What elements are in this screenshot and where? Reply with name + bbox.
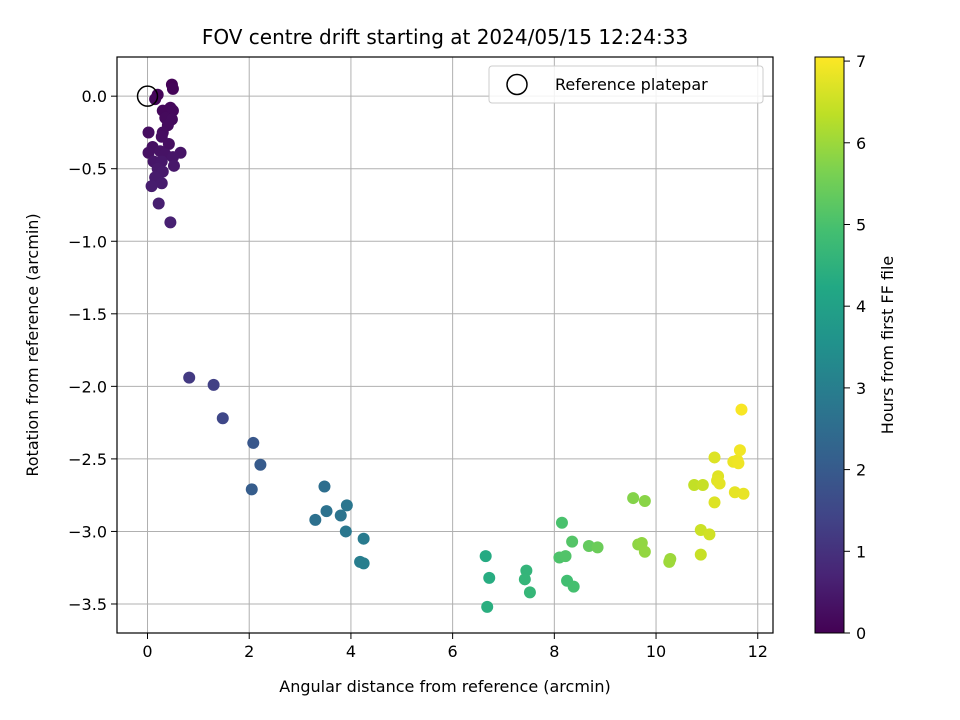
y-axis: 0.0 −0.5 −1.0 −1.5 −2.0 −2.5 −3.0 −3.5 [68,87,117,614]
data-point [559,550,572,563]
colorbar-tick-label: 1 [856,542,866,561]
y-tick-label: −2.5 [68,450,107,469]
chart-title: FOV centre drift starting at 2024/05/15 … [202,25,688,49]
x-tick-label: 8 [549,642,559,661]
data-point [481,600,494,613]
colorbar-tick-label: 3 [856,379,866,398]
data-point [216,412,229,425]
data-point [166,82,179,95]
data-point [309,513,322,526]
data-point [167,159,180,172]
data-point [145,180,158,193]
legend-marker [506,73,528,96]
x-tick-label: 4 [346,642,356,661]
colorbar-tick-label: 4 [856,297,866,316]
y-tick-label: −3.5 [68,595,107,614]
data-point [152,197,165,210]
colorbar [814,56,845,634]
y-tick-label: −0.5 [68,160,107,179]
colorbar-label: Hours from first FF file [878,256,897,435]
y-tick-label: −1.0 [68,232,107,251]
data-point [733,444,746,457]
data-point [320,505,333,518]
data-point [247,436,260,449]
x-axis-label: Angular distance from reference (arcmin) [279,677,610,696]
data-point [638,494,651,507]
colorbar-ticks: 0 1 2 3 4 5 6 7 [844,52,866,643]
data-point [166,151,179,164]
data-point [479,550,492,563]
y-tick-label: −3.0 [68,522,107,541]
data-point [340,499,353,512]
legend-box [488,65,764,104]
data-point [357,532,370,545]
data-point [162,138,175,151]
data-point [164,216,177,229]
data-point [638,545,651,558]
data-point [523,586,536,599]
data-point [566,535,579,548]
x-tick-label: 6 [448,642,458,661]
data-point [708,496,721,509]
data-point [591,541,604,554]
data-point [713,477,726,490]
x-tick-label: 10 [646,642,666,661]
data-point [245,483,258,496]
colorbar-tick-label: 6 [856,134,866,153]
data-point [518,573,531,586]
colorbar-tick-label: 5 [856,215,866,234]
y-axis-label: Rotation from reference (arcmin) [23,213,42,476]
data-point [567,580,580,593]
data-point [183,371,196,384]
data-point [318,480,331,493]
data-point [735,403,748,416]
x-axis: 0 2 4 6 8 10 12 [142,633,768,661]
scatter-points [142,78,750,613]
data-point [339,525,352,538]
colorbar-tick-label: 2 [856,461,866,480]
legend: Reference platepar [488,65,764,104]
legend-label: Reference platepar [555,75,708,94]
data-point [155,177,168,190]
data-point [696,479,709,492]
x-tick-label: 12 [748,642,768,661]
data-point [142,146,155,159]
data-point [207,378,220,391]
data-point [334,509,347,522]
data-point [663,555,676,568]
y-tick-label: −2.0 [68,377,107,396]
x-tick-label: 2 [244,642,254,661]
data-point [688,479,701,492]
y-tick-label: −1.5 [68,305,107,324]
data-point [483,571,496,584]
plot-frame [116,56,774,634]
x-tick-label: 0 [142,642,152,661]
y-tick-label: 0.0 [82,87,107,106]
reference-marker [136,85,159,107]
data-point [555,516,568,529]
grid [117,57,773,633]
data-point [142,126,155,139]
data-point [166,104,179,117]
data-point [357,557,370,570]
colorbar-tick-label: 7 [856,52,866,71]
data-point [708,451,721,464]
data-point [627,492,640,505]
data-point [254,458,267,471]
data-point [694,548,707,561]
data-point [737,487,750,500]
data-point [703,528,716,541]
data-point [732,457,745,470]
colorbar-tick-label: 0 [856,624,866,643]
